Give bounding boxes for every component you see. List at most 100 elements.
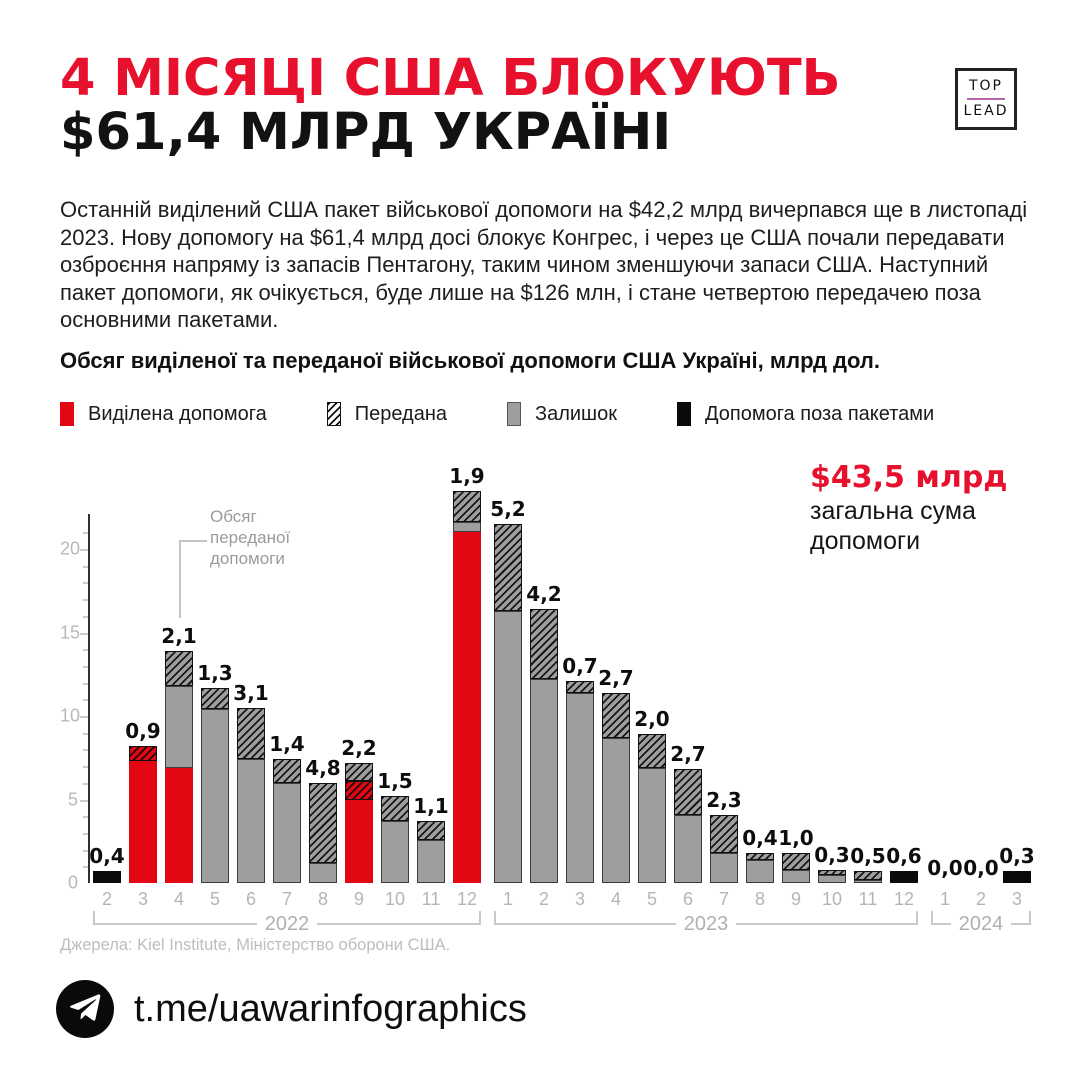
bar-segment-remainder xyxy=(417,839,445,883)
bar-value-label: 3,1 xyxy=(233,680,269,705)
bar-2023-5: 2,0 xyxy=(634,707,670,883)
toplead-logo-top-text: TOP xyxy=(968,78,1003,94)
month-label-2022-9: 9 xyxy=(353,889,364,909)
page-title-line2: $61,4 МЛРД УКРАЇНІ xyxy=(60,103,672,162)
months-row-2022: 2 3 4 5 6 7 8 9 10 11 12 xyxy=(93,889,481,911)
y-axis-tick xyxy=(83,782,88,785)
year-bracket-2024: 2024 xyxy=(931,911,1031,935)
bar-segment-transferred xyxy=(566,680,594,693)
month-label-2022-11: 11 xyxy=(421,889,441,909)
legend-item-allocated: Виділена допомога xyxy=(60,402,267,426)
bar-segment-allocated xyxy=(165,767,193,883)
y-axis-tick xyxy=(83,649,88,652)
bar-value-label: 1,1 xyxy=(413,794,449,819)
telegram-handle[interactable]: t.me/uawarinfographics xyxy=(134,987,527,1030)
y-axis-tick xyxy=(83,732,88,735)
y-axis-line xyxy=(88,514,90,883)
bar-segment-transferred xyxy=(530,609,558,680)
y-axis-tick xyxy=(83,615,88,618)
legend-label-remainder: Залишок xyxy=(535,402,617,425)
year-group-2022: 0,4 0,9 2,1 1,3 3,1 1,4 4,8 2,2 1,5 1,1 1,9 2 3 4 5 6 7 8… xyxy=(89,450,485,935)
year-group-2024: 0,0 0,0 0,3 1 2 3 2024 xyxy=(927,450,1035,935)
y-axis-tick xyxy=(83,699,88,702)
month-label-2023-9: 9 xyxy=(790,889,801,909)
y-axis-tick xyxy=(83,766,88,769)
bar-value-label: 2,7 xyxy=(598,665,634,690)
month-label-2023-2: 2 xyxy=(538,889,549,909)
year-group-2023: 5,2 4,2 0,7 2,7 2,0 2,7 2,3 0,4 1,0 0,3 0,5 0,6 1 2 3 4… xyxy=(490,450,922,935)
months-row-2024: 1 2 3 xyxy=(931,889,1031,911)
bar-segment-transferred xyxy=(638,734,666,768)
legend-item-remainder: Залишок xyxy=(507,402,617,426)
month-label-2022-10: 10 xyxy=(384,889,406,909)
bar-2023-8: 0,4 xyxy=(742,826,778,883)
month-label-2022-8: 8 xyxy=(317,889,328,909)
bar-2023-12: 0,6 xyxy=(886,844,922,883)
page-title: 4 МІСЯЦІ США БЛОКУЮТЬ $61,4 МЛРД УКРАЇНІ xyxy=(60,52,841,160)
bar-value-label: 2,1 xyxy=(161,623,197,648)
bar-value-label: 0,0 xyxy=(927,856,963,880)
bar-segment-remainder xyxy=(566,692,594,883)
bar-2022-4: 2,1 xyxy=(161,624,197,883)
chart-heading: Обсяг виділеної та переданої військової … xyxy=(60,348,880,373)
months-row-2023: 1 2 3 4 5 6 7 8 9 10 11 12 xyxy=(494,889,918,911)
bar-segment-remainder xyxy=(309,862,337,883)
toplead-logo: TOP LEAD xyxy=(955,68,1017,130)
bar-value-label: 0,7 xyxy=(562,653,598,678)
legend-item-outside: Допомога поза пакетами xyxy=(676,402,935,426)
toplead-logo-divider xyxy=(967,98,1005,100)
bar-value-label: 2,2 xyxy=(341,735,377,760)
y-axis-tick xyxy=(83,849,88,852)
legend-label-transferred: Передана xyxy=(354,402,448,425)
transferred-annotation-connector-horizontal xyxy=(179,540,207,542)
bar-segment-transferred xyxy=(782,852,810,870)
year-label-2024: 2024 xyxy=(958,912,1004,935)
y-axis-label-10: 10 xyxy=(60,705,81,726)
bar-segment-allocated xyxy=(129,761,157,883)
telegram-icon[interactable] xyxy=(56,980,114,1038)
year-label-2022: 2022 xyxy=(264,912,310,935)
bar-segment-remainder xyxy=(494,610,522,883)
bar-segment-transferred-red xyxy=(345,781,373,800)
bar-segment-transferred xyxy=(417,821,445,840)
y-axis-tick xyxy=(83,816,88,819)
bar-value-label: 2,7 xyxy=(670,742,706,767)
bar-2024-3: 0,3 xyxy=(999,844,1035,883)
bar-segment-transferred xyxy=(273,759,301,783)
bar-value-label: 0,3 xyxy=(999,844,1035,868)
bar-value-label: 1,4 xyxy=(269,732,305,757)
y-axis-label-0: 0 xyxy=(67,872,78,893)
bar-segment-remainder xyxy=(854,879,882,883)
bar-segment-transferred xyxy=(201,687,229,710)
legend-swatch-allocated xyxy=(60,402,74,426)
bar-segment-remainder xyxy=(818,874,846,883)
bar-segment-allocated xyxy=(345,799,373,883)
bar-value-label: 1,9 xyxy=(449,463,485,488)
intro-paragraph: Останній виділений США пакет військової … xyxy=(60,197,1028,332)
bar-value-label: 4,2 xyxy=(526,582,562,607)
y-axis-tick xyxy=(80,716,88,718)
y-axis-label-5: 5 xyxy=(67,789,78,809)
bar-value-label: 1,5 xyxy=(377,769,413,794)
year-label-2023: 2023 xyxy=(683,912,729,935)
legend-swatch-remainder xyxy=(507,402,522,426)
bar-segment-remainder xyxy=(381,821,409,883)
page-title-line1: 4 МІСЯЦІ США БЛОКУЮТЬ xyxy=(60,49,841,108)
bar-segment-transferred xyxy=(381,796,409,822)
month-label-2022-6: 6 xyxy=(245,889,256,909)
y-axis-tick xyxy=(83,832,88,835)
bar-value-label: 0,6 xyxy=(886,844,922,868)
bar-segment-allocated xyxy=(453,532,481,883)
bar-segment-remainder xyxy=(638,767,666,883)
bar-segment-transferred xyxy=(237,707,265,760)
legend-label-outside: Допомога поза пакетами xyxy=(704,402,935,425)
bar-2023-9: 1,0 xyxy=(778,826,814,883)
bar-segment-transferred xyxy=(165,650,193,686)
bar-segment-outside xyxy=(890,871,918,883)
bar-segment-remainder xyxy=(602,737,630,883)
bars-row-2022: 0,4 0,9 2,1 1,3 3,1 1,4 4,8 2,2 1,5 1,1 1,9 xyxy=(89,450,485,883)
bar-segment-transferred xyxy=(746,852,774,860)
bar-segment-transferred xyxy=(309,782,337,863)
month-label-2023-10: 10 xyxy=(821,889,843,909)
